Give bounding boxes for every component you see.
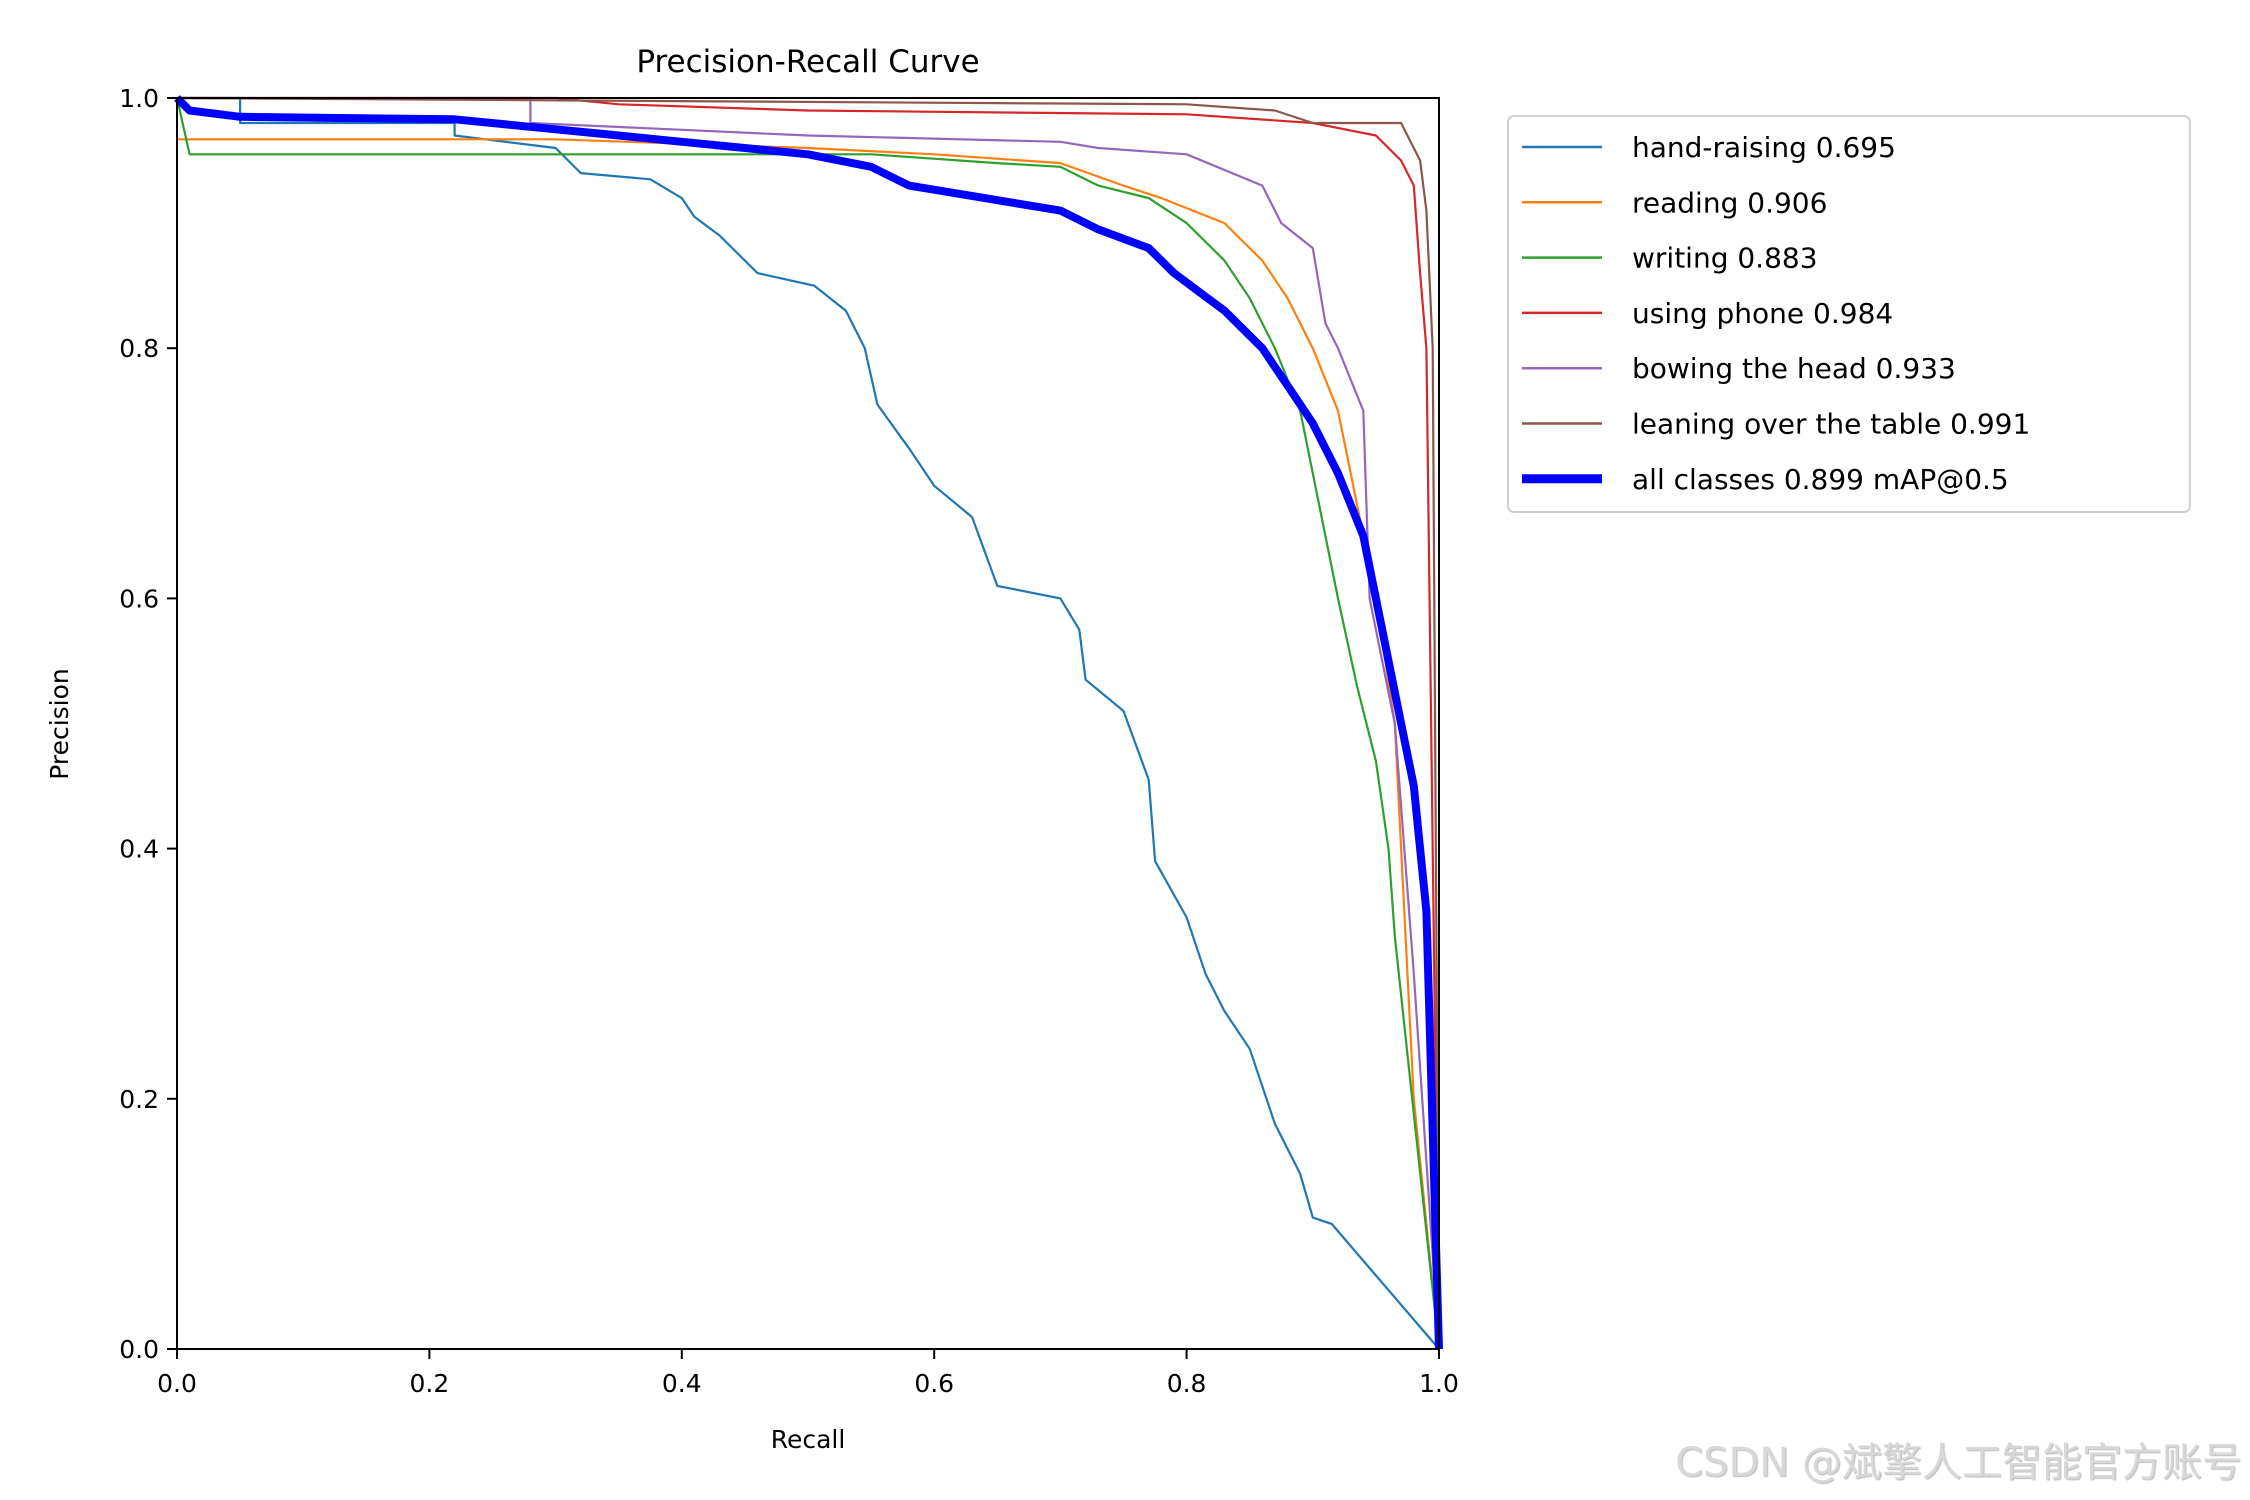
x-tick-label: 1.0 [1419, 1369, 1459, 1398]
legend-entry: reading 0.906 [1632, 186, 1827, 219]
series-line-2 [175, 97, 1441, 1350]
legend-entry: bowing the head 0.933 [1632, 352, 1956, 385]
x-tick-label: 0.8 [1167, 1369, 1207, 1398]
watermark: CSDN @斌擎人工智能官方账号 [1675, 1440, 2242, 1486]
series-line-0 [177, 96, 1440, 1350]
curves [174, 95, 1443, 1350]
y-tick-label: 0.8 [119, 334, 159, 363]
y-tick-label: 0.6 [119, 584, 159, 613]
x-tick-label: 0.4 [662, 1369, 702, 1398]
legend-entry: leaning over the table 0.991 [1632, 408, 2030, 441]
ticks: 0.0 0.2 0.4 0.6 0.8 1.0 0.0 0.2 0.4 0.6 0.8 1.0 [119, 84, 1459, 1398]
series-line-3 [177, 96, 1441, 1350]
legend-entry: all classes 0.899 mAP@0.5 [1632, 463, 2009, 496]
x-tick-label: 0.0 [157, 1369, 197, 1398]
series-line-5 [176, 96, 1441, 1350]
series-line-6 [174, 95, 1443, 1350]
x-tick-label: 0.2 [410, 1369, 450, 1398]
legend-box [1507, 115, 2191, 513]
x-tick-label: 0.6 [914, 1369, 954, 1398]
series-line-4 [177, 96, 1441, 1350]
y-axis-label: Precision [45, 668, 74, 780]
y-tick-label: 1.0 [119, 84, 159, 113]
y-tick-label: 0.2 [119, 1085, 159, 1114]
legend-entry: using phone 0.984 [1632, 297, 1893, 330]
x-axis-label: Recall [771, 1425, 846, 1454]
legend-entry: hand-raising 0.695 [1632, 131, 1896, 164]
legend-entry: writing 0.883 [1632, 242, 1818, 275]
chart-title: Precision-Recall Curve [636, 44, 979, 80]
y-tick-label: 0.4 [119, 835, 159, 864]
y-tick-label: 0.0 [119, 1335, 159, 1364]
series-line-1 [177, 138, 1441, 1350]
plot-frame [176, 97, 1440, 1350]
legend: hand-raising 0.695 reading 0.906 writing 0… [1507, 115, 2191, 513]
